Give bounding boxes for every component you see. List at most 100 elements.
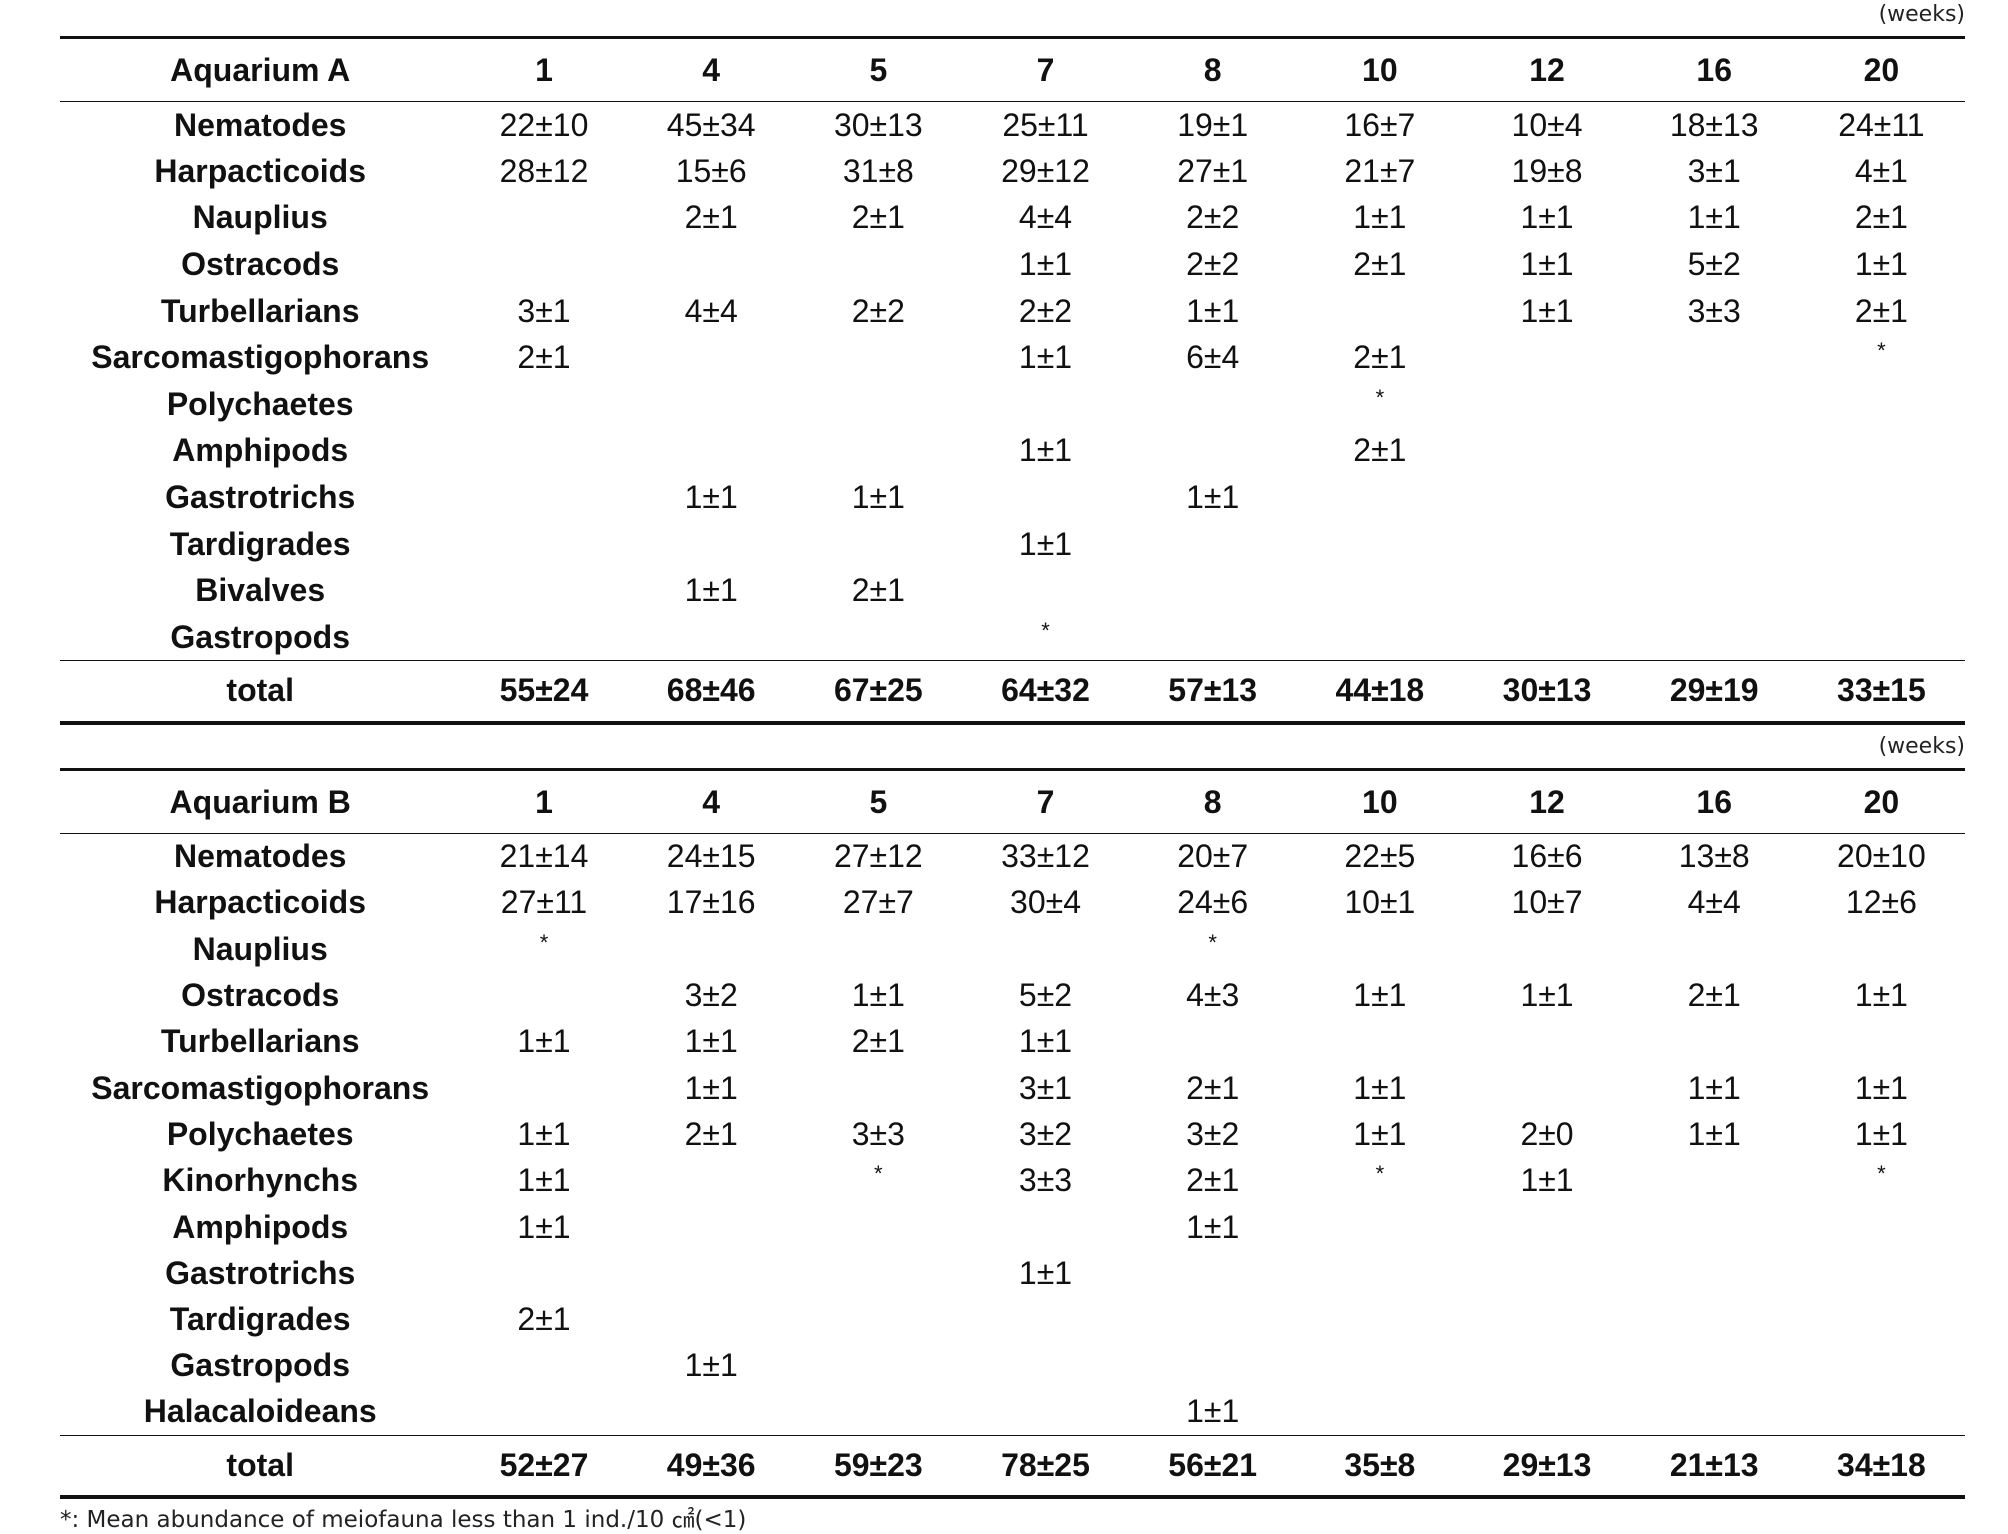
abundance-cell	[460, 567, 627, 614]
abundance-cell: 4±4	[684, 292, 738, 329]
abundance-cell: 2±1	[1186, 1069, 1240, 1106]
abundance-cell: 2±1	[1353, 432, 1407, 469]
abundance-cell	[460, 614, 627, 661]
taxon-label: Polychaetes	[166, 1115, 354, 1152]
table-row: Gastrotrichs 1±1	[60, 1250, 1965, 1296]
abundance-cell: 1±1	[1186, 292, 1240, 329]
taxon-label: Amphipods	[172, 1208, 349, 1245]
abundance-cell: 3±1	[517, 292, 571, 329]
abundance-cell	[1463, 1389, 1630, 1435]
abundance-cell	[1296, 521, 1463, 568]
abundance-cell: 21±7	[1344, 152, 1416, 189]
total-cell: 49±36	[627, 1434, 795, 1500]
abundance-cell	[962, 926, 1129, 972]
abundance-cell	[1463, 567, 1630, 614]
abundance-cell	[1463, 1296, 1630, 1342]
abundance-cell: 31±8	[842, 152, 914, 189]
week-header: 10	[1296, 36, 1464, 102]
abundance-cell: 5±2	[1687, 246, 1741, 283]
abundance-cell: 2±1	[851, 199, 905, 236]
abundance-cell: 33±12	[961, 832, 1130, 880]
abundance-cell	[795, 1343, 962, 1389]
abundance-cell	[1463, 926, 1630, 972]
abundance-cell	[1296, 1019, 1463, 1065]
abundance-cell	[1463, 428, 1630, 475]
abundance-cell: 1±1	[684, 572, 738, 609]
abundance-cell: 27±12	[794, 832, 962, 880]
abundance-cell	[962, 381, 1129, 428]
abundance-cell	[962, 474, 1129, 521]
trace-asterisk: *	[1877, 338, 1886, 364]
week-header: 4	[627, 36, 795, 102]
abundance-cell: 1±1	[1018, 525, 1073, 562]
week-header: 16	[1630, 36, 1798, 102]
abundance-cell	[628, 926, 795, 972]
abundance-cell: 2±1	[1353, 339, 1407, 376]
total-cell: 59±23	[794, 1434, 962, 1500]
abundance-cell: 22±10	[460, 101, 628, 149]
abundance-cell: 27±11	[500, 884, 588, 921]
weeks-unit-label: (weeks)	[1878, 734, 1965, 759]
table-row: Nauplius * *	[60, 926, 1965, 972]
week-header: 12	[1463, 36, 1631, 102]
abundance-cell	[1798, 926, 1965, 972]
total-label: total	[60, 660, 461, 725]
abundance-cell: 1±1	[517, 1115, 571, 1152]
table-row: Amphipods 1±1 2±1	[60, 428, 1965, 475]
abundance-cell: 3±2	[684, 977, 738, 1014]
abundance-cell: 1±1	[1353, 977, 1407, 1014]
abundance-cell	[962, 1296, 1129, 1342]
abundance-cell	[1129, 614, 1296, 661]
abundance-cell	[628, 381, 795, 428]
abundance-cell	[1296, 1343, 1463, 1389]
total-cell: 67±25	[794, 660, 962, 725]
abundance-cell	[1631, 428, 1798, 475]
aquarium-b-body: Nematodes 21±14 24±15 27±12 33±12 20±7 22±5 16±…	[60, 832, 1965, 1436]
abundance-cell	[1463, 1065, 1630, 1111]
abundance-cell: 1±1	[1687, 1069, 1741, 1106]
total-cell: 29±19	[1630, 660, 1798, 725]
abundance-cell: 17±16	[666, 884, 756, 921]
table-row: Gastropods 1±1	[60, 1343, 1965, 1389]
abundance-cell	[962, 567, 1129, 614]
abundance-cell: 3±3	[851, 1115, 905, 1152]
abundance-cell: 18±13	[1630, 101, 1798, 149]
abundance-cell	[1129, 1296, 1296, 1342]
abundance-cell	[1631, 1250, 1798, 1296]
table-row: Tardigrades 2±1	[60, 1296, 1965, 1342]
trace-marker: *	[1129, 926, 1296, 972]
trace-asterisk: *	[874, 1161, 883, 1187]
total-cell: 56±21	[1129, 1434, 1297, 1500]
taxon-label: Tardigrades	[169, 1301, 351, 1338]
abundance-cell: 2±1	[517, 1301, 571, 1338]
table-row: Sarcomastigophorans 2±1 1±1 6±4 2±1 *	[60, 334, 1965, 381]
abundance-cell	[1129, 381, 1296, 428]
abundance-cell	[1798, 614, 1965, 661]
taxon-label: Polychaetes	[166, 385, 354, 422]
taxon-label: Gastropods	[170, 618, 350, 655]
abundance-cell: 1±1	[1854, 246, 1908, 283]
abundance-cell: 1±1	[1186, 479, 1240, 516]
week-header: 1	[460, 36, 628, 102]
abundance-cell: 3±1	[1687, 152, 1741, 189]
abundance-cell	[1798, 1250, 1965, 1296]
abundance-cell: 25±11	[961, 101, 1130, 149]
abundance-cell: 1±1	[517, 1023, 571, 1060]
abundance-cell	[1296, 1250, 1463, 1296]
abundance-cell	[628, 1250, 795, 1296]
abundance-cell	[460, 521, 627, 568]
total-cell: 35±8	[1296, 1434, 1464, 1500]
abundance-cell	[962, 1389, 1129, 1435]
abundance-cell: 1±1	[517, 1208, 571, 1245]
total-cell: 64±32	[961, 660, 1130, 725]
abundance-cell	[1631, 1343, 1798, 1389]
abundance-cell	[460, 381, 627, 428]
taxon-label: Amphipods	[172, 432, 349, 469]
taxon-label: Bivalves	[195, 572, 326, 609]
abundance-cell	[1296, 1389, 1463, 1435]
trace-asterisk: *	[1375, 1161, 1385, 1187]
taxon-label: Harpacticoids	[154, 884, 367, 921]
aquarium-a-total: total 55±24 68±46 67±25 64±32 57±13 44±18 30±13…	[60, 660, 1965, 725]
abundance-cell: 2±2	[1018, 292, 1073, 329]
abundance-cell: 1±1	[1018, 432, 1073, 469]
